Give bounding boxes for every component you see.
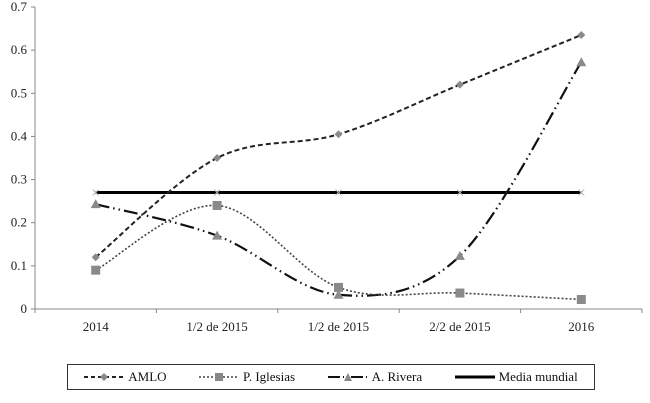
diamond-marker-icon (334, 130, 343, 139)
triangle-marker-icon (333, 289, 344, 299)
x-marker-icon (456, 189, 464, 196)
series-group (90, 31, 587, 305)
x-axis: 2014 1/2 de 2015 1/2 de 2015 2/2 de 2015 201… (34, 308, 643, 334)
legend-item-a-rivera: A. Rivera (327, 369, 423, 385)
legend-item-p-iglesias: P. Iglesias (199, 369, 295, 385)
square-marker-icon (334, 282, 343, 292)
triangle-marker-icon (212, 230, 223, 240)
series-media-mundial (92, 189, 585, 196)
legend: AMLO P. Iglesias A. Rivera Media mundial (67, 364, 595, 390)
diamond-marker-icon (455, 80, 464, 89)
legend-dashdot-triangle-icon (327, 373, 368, 381)
legend-dotted-square-icon (199, 373, 240, 381)
x-marker-icon (335, 189, 342, 196)
y-axis: 0 0.1 0.2 0.3 0.4 0.5 0.6 0.7 (11, 0, 36, 316)
series-a-rivera (90, 57, 587, 299)
legend-label: AMLO (128, 369, 167, 384)
diamond-marker-icon (577, 31, 586, 40)
y-tick-label: 0.2 (11, 215, 27, 230)
x-marker-icon (92, 189, 100, 196)
square-marker-icon (576, 295, 586, 305)
legend-item-media-mundial: Media mundial (454, 369, 578, 385)
triangle-marker-icon (454, 250, 465, 260)
x-tick-label: 2016 (568, 319, 595, 334)
y-tick-label: 0.6 (11, 42, 28, 57)
square-marker-icon (212, 200, 222, 210)
diamond-marker-icon (91, 253, 100, 262)
diamond-marker-icon (213, 154, 222, 162)
x-tick-label: 1/2 de 2015 (186, 319, 247, 334)
y-tick-label: 0.7 (11, 0, 28, 14)
triangle-marker-icon (576, 57, 587, 67)
y-tick-label: 0 (21, 301, 28, 316)
legend-solid-x-icon (454, 375, 495, 379)
legend-label: P. Iglesias (243, 369, 296, 384)
series-p-iglesias (91, 200, 586, 305)
x-marker-icon (213, 189, 221, 196)
y-tick-label: 0.4 (11, 128, 28, 143)
x-marker-icon (577, 189, 585, 196)
legend-dashed-diamond-icon (84, 373, 125, 381)
square-marker-icon (91, 265, 101, 275)
series-amlo (91, 31, 586, 262)
square-marker-icon (455, 288, 465, 298)
legend-item-amlo: AMLO (84, 369, 167, 385)
x-tick-label: 2/2 de 2015 (429, 319, 490, 334)
x-tick-label: 1/2 de 2015 (308, 319, 369, 334)
triangle-marker-icon (90, 199, 101, 209)
y-tick-label: 0.1 (11, 258, 27, 273)
legend-label: A. Rivera (371, 369, 423, 384)
y-tick-label: 0.5 (11, 85, 27, 100)
y-tick-label: 0.3 (11, 172, 27, 187)
x-tick-label: 2014 (83, 319, 110, 334)
legend-label: Media mundial (498, 369, 578, 384)
